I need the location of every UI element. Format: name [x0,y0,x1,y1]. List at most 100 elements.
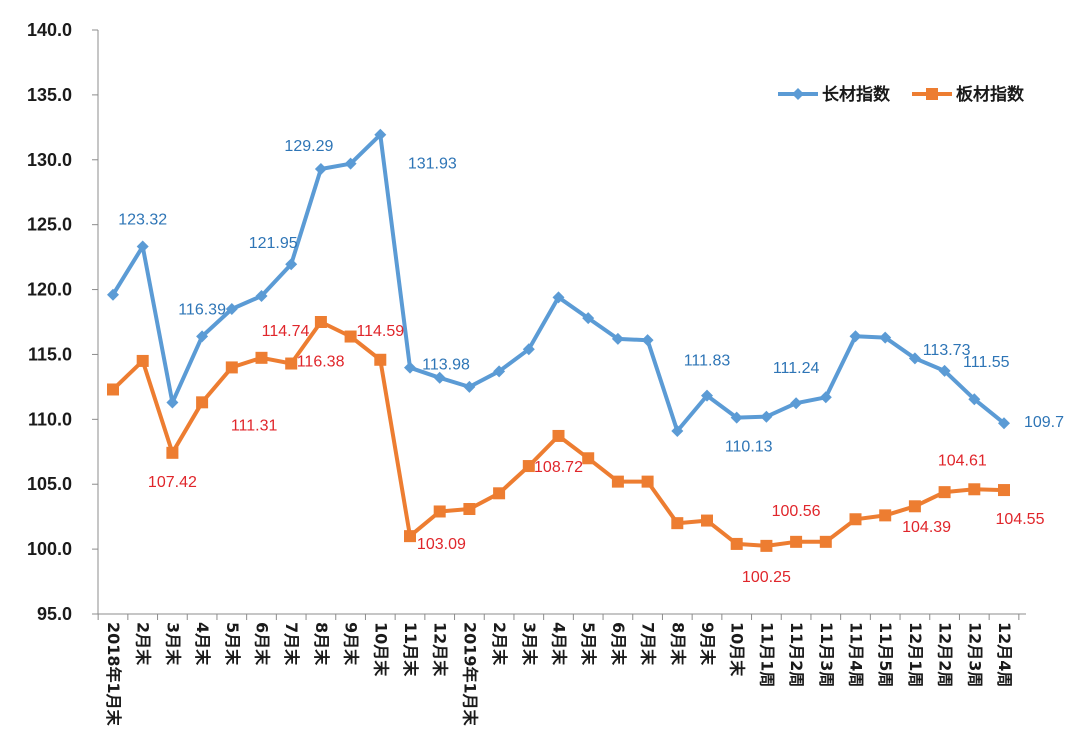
data-point-diamond [730,411,743,424]
series-lines [107,128,1010,552]
data-point-diamond [225,303,238,316]
data-point-square [701,514,713,527]
series-line-1 [111,132,1006,433]
x-tick-label: 4月末 [550,622,569,666]
data-point-square [166,446,179,459]
data-point-diamond [107,288,119,301]
data-point-square [314,316,327,328]
x-tick-label: 12月1周 [906,622,925,687]
data-point-diamond [344,157,357,170]
data-point-diamond [314,162,327,175]
x-tick-label: 12月3周 [965,622,984,687]
x-tick-label: 2月末 [134,622,153,666]
data-point-diamond [968,393,981,406]
data-point-diamond [790,397,803,410]
data-point-square [790,535,803,548]
x-tick-label: 7月末 [282,622,301,666]
legend-label: 板材指数 [956,84,1025,105]
data-point-square [493,487,506,500]
y-tick-label: 115.0 [28,344,72,364]
data-point-square [641,475,654,488]
legend-marker-diamond [792,88,804,100]
x-tick-label: 2月末 [490,622,509,666]
data-point-square [849,513,862,526]
data-point-diamond [879,331,892,344]
y-tick-label: 130.0 [27,150,72,170]
data-point-square [136,354,149,367]
y-tick-label: 95.0 [37,604,72,624]
data-label: 123.32 [118,211,167,228]
legend-label: 长材指数 [822,84,891,105]
data-label: 107.42 [148,474,197,491]
data-label: 110.13 [725,439,773,456]
data-point-diamond [136,240,149,253]
y-axis-ticks: 140.0 135.0 130.0 125.0 120.0 115.0 110.0 105.0… [27,20,98,624]
x-tick-label: 12月末 [431,622,450,677]
y-tick-label: 120.0 [27,280,72,300]
data-label: 114.74 [262,323,310,340]
data-label: 100.56 [772,503,821,520]
y-tick-label: 135.0 [27,85,72,105]
data-point-square [611,475,624,488]
data-point-diamond [998,417,1010,430]
x-tick-label: 2018年1月末 [104,622,123,727]
x-tick-label: 12月2周 [936,622,955,687]
legend: 长材指数 板材指数 [778,84,1025,105]
data-label: 116.39 [178,301,226,318]
data-point-diamond [908,352,921,365]
x-tick-label: 8月末 [312,622,331,666]
data-label: 111.24 [773,360,820,377]
x-tick-label: 5月末 [579,622,598,666]
data-point-diamond [819,391,832,404]
x-tick-label: 6月末 [609,622,628,666]
data-point-square [255,351,268,364]
data-label: 104.55 [996,511,1045,528]
data-point-diamond [374,128,387,141]
data-point-square [730,537,743,550]
y-tick-label: 140.0 [27,20,72,40]
data-point-square [522,460,535,473]
data-point-diamond [701,389,713,402]
data-point-square [552,429,565,442]
data-label: 131.93 [408,156,457,173]
x-tick-label: 9月末 [342,622,361,666]
x-tick-label: 2019年1月末 [460,622,479,727]
data-point-square [463,503,476,516]
data-label: 121.95 [249,235,298,252]
x-tick-label: 5月末 [223,622,242,666]
data-point-square [760,539,773,552]
data-point-square [819,535,832,548]
data-label: 114.59 [356,323,404,340]
x-tick-label: 4月末 [193,622,212,666]
data-label: 113.98 [422,357,470,374]
data-point-square [374,353,387,366]
x-tick-label: 3月末 [520,622,539,666]
data-label: 116.38 [297,354,345,371]
x-tick-label: 11月末 [401,622,420,677]
data-point-diamond [522,343,535,356]
data-label: 108.72 [534,459,583,476]
data-point-diamond [938,364,951,377]
x-tick-label: 7月末 [639,622,658,666]
data-point-diamond [166,396,179,409]
data-labels: 123.32 116.39 121.95 129.29 131.93 113.98 111.… [118,138,1064,586]
x-tick-label: 10月末 [371,622,390,677]
data-point-square [285,357,298,370]
x-tick-label: 11月2周 [787,622,806,687]
data-point-square [671,517,684,530]
axes [97,30,1026,615]
data-point-diamond [404,361,416,374]
data-point-diamond [849,330,862,343]
data-point-square [344,330,357,343]
data-point-square [908,500,921,513]
x-tick-label: 9月末 [698,622,717,666]
y-tick-label: 125.0 [27,215,72,235]
x-tick-label: 11月1周 [757,622,776,687]
data-point-square [968,483,981,496]
data-label: 113.73 [923,342,971,359]
x-tick-label: 11月4周 [847,622,866,687]
data-point-square [196,396,209,409]
data-point-square [107,383,119,396]
y-tick-label: 100.0 [27,539,72,559]
